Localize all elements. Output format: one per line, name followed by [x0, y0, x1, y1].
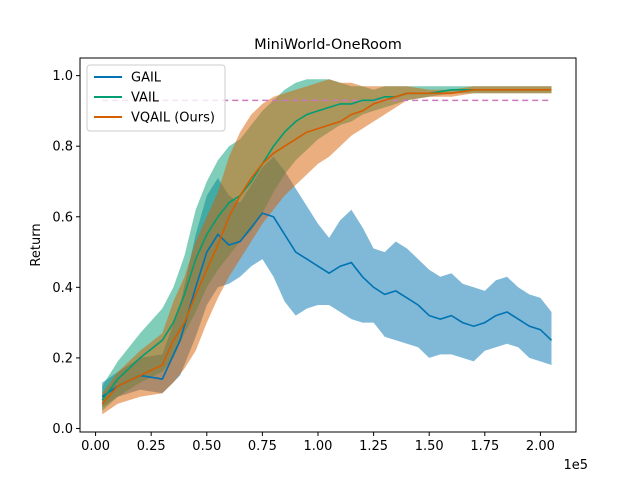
series-line-2	[101, 89, 552, 405]
series-line-0	[101, 212, 553, 398]
legend-box	[86, 64, 226, 132]
plot-frame	[79, 57, 577, 433]
series-lines	[101, 89, 553, 405]
band-2	[102, 79, 552, 415]
x-tick-label: 0.25	[137, 439, 166, 454]
y-tick-label: 0.4	[52, 281, 73, 296]
x-tick-label: 1.25	[359, 439, 388, 454]
legend-label-2: VQAIL (Ours)	[131, 111, 215, 126]
y-tick-label: 0.6	[52, 210, 73, 225]
legend-label-0: GAIL	[131, 71, 162, 86]
x-tick-label: 1.00	[304, 439, 333, 454]
legend-label-1: VAIL	[131, 91, 160, 106]
x-tick-label: 1.50	[415, 439, 444, 454]
y-tick-label: 0.2	[52, 351, 73, 366]
y-tick-label: 0.0	[52, 422, 73, 437]
x-axis-ticks: 0.00 0.25 0.50 0.75 1.00 1.25 1.50 1.75 2.00	[81, 432, 555, 454]
y-axis-label: Return	[29, 223, 44, 266]
x-tick-label: 0.00	[81, 439, 110, 454]
y-tick-label: 0.8	[52, 140, 73, 155]
x-axis-offset-label: 1e5	[563, 458, 588, 473]
x-tick-label: 0.75	[248, 439, 277, 454]
chart-title: MiniWorld-OneRoom	[254, 37, 402, 53]
confidence-bands	[102, 79, 552, 415]
x-tick-label: 1.75	[470, 439, 499, 454]
y-axis-ticks: 0.0 0.2 0.4 0.6 0.8 1.0	[52, 69, 80, 437]
x-tick-label: 0.50	[192, 439, 221, 454]
y-tick-label: 1.0	[52, 69, 73, 84]
legend: GAIL VAIL VQAIL (Ours)	[86, 64, 226, 132]
series-line-1	[101, 89, 552, 401]
x-tick-label: 2.00	[526, 439, 555, 454]
